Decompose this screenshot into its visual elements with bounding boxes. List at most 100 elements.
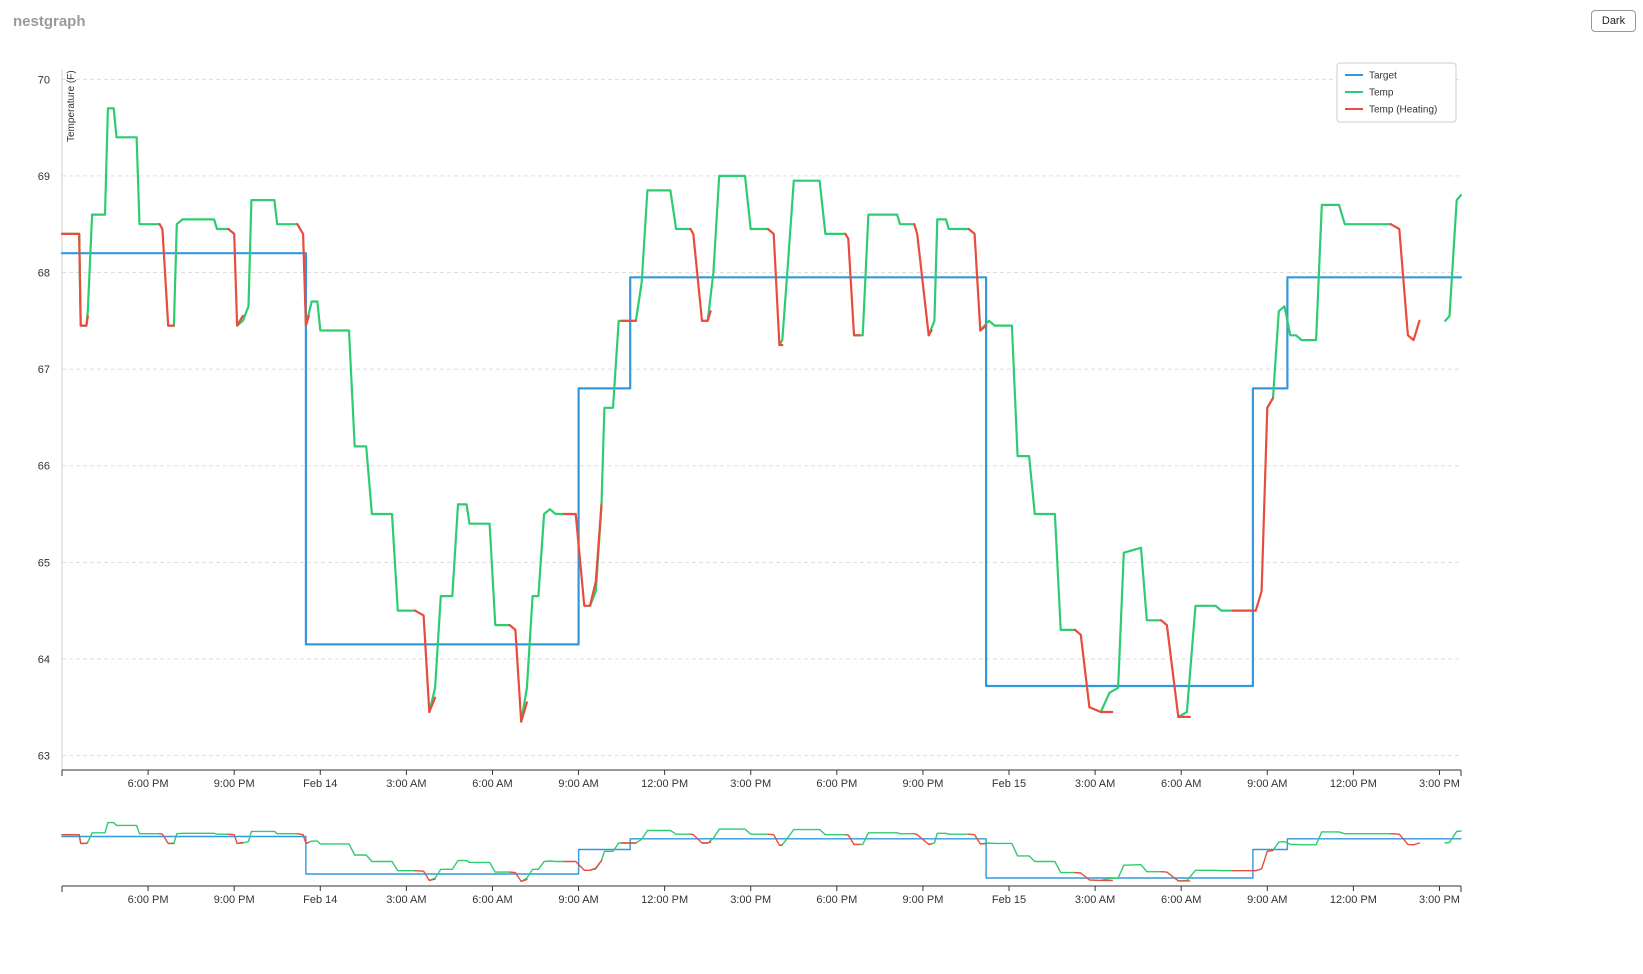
temp-heating-line bbox=[1231, 397, 1275, 612]
overview-plot[interactable] bbox=[61, 821, 1462, 883]
x-tick-label: 6:00 AM bbox=[1161, 778, 1201, 790]
overview-target-line bbox=[61, 835, 1462, 879]
overview-x-tick-label: 6:00 AM bbox=[472, 894, 512, 906]
temp-line bbox=[520, 508, 566, 723]
overview-x-tick-label: 3:00 PM bbox=[1419, 894, 1460, 906]
target-line bbox=[60, 252, 1463, 688]
dark-mode-button[interactable]: Dark bbox=[1591, 10, 1636, 32]
temp-heating-line bbox=[227, 227, 244, 327]
x-tick-label: Feb 15 bbox=[992, 778, 1026, 790]
overview-x-tick-label: 3:00 AM bbox=[386, 894, 426, 906]
x-tick-label: 9:00 PM bbox=[214, 778, 255, 790]
overview-temp-line bbox=[589, 842, 637, 871]
temp-heating-line bbox=[508, 624, 528, 723]
temp-heating-line bbox=[158, 223, 175, 327]
overview-temp-heating-line bbox=[296, 833, 310, 845]
overview-temp-heating-line bbox=[509, 871, 528, 883]
overview-x-tick-label: Feb 15 bbox=[992, 894, 1026, 906]
temp-line bbox=[778, 179, 847, 347]
temp-line bbox=[700, 174, 770, 322]
overview-temp-line bbox=[928, 832, 970, 846]
y-tick-label: 67 bbox=[38, 364, 50, 376]
temp-line bbox=[1177, 604, 1234, 718]
x-tick-label: 12:00 PM bbox=[1330, 778, 1377, 790]
y-tick-label: 70 bbox=[38, 74, 50, 86]
x-tick-label: 3:00 PM bbox=[1419, 778, 1460, 790]
x-tick-label: 6:00 PM bbox=[128, 778, 169, 790]
y-axis: 63 64 65 66 67 68 69 70 bbox=[38, 74, 50, 762]
temp-heating-line bbox=[1389, 223, 1421, 342]
overview-x-tick-label: 3:00 AM bbox=[1075, 894, 1115, 906]
overview-temp-line bbox=[853, 832, 915, 846]
temp-heating-line bbox=[766, 227, 784, 347]
legend: Target Temp Temp (Heating) bbox=[1336, 62, 1457, 123]
legend-label: Temp (Heating) bbox=[1369, 105, 1437, 116]
x-tick-label: 3:00 PM bbox=[730, 778, 771, 790]
x-tick-label: 3:00 AM bbox=[386, 778, 426, 790]
legend-label: Temp bbox=[1369, 88, 1394, 99]
app-title: nestgraph bbox=[13, 13, 86, 30]
temp-heating-line bbox=[1160, 619, 1191, 718]
overview-temp-heating-line bbox=[227, 833, 244, 845]
temp-heating-line bbox=[689, 227, 712, 322]
overview-temp-heating-line bbox=[158, 833, 175, 845]
overview-x-tick-label: 12:00 PM bbox=[1330, 894, 1377, 906]
y-tick-label: 64 bbox=[38, 654, 50, 666]
plot-area[interactable] bbox=[60, 107, 1463, 723]
x-tick-label: 6:00 PM bbox=[816, 778, 857, 790]
overview-temp-line bbox=[305, 840, 416, 872]
y-tick-label: 69 bbox=[38, 171, 50, 183]
temp-heating-line bbox=[913, 223, 933, 337]
temp-line bbox=[1099, 546, 1163, 714]
legend-box bbox=[1336, 62, 1457, 123]
y-tick-label: 66 bbox=[38, 461, 50, 473]
temp-line bbox=[1266, 203, 1392, 409]
overview-x-tick-label: 6:00 PM bbox=[816, 894, 857, 906]
temp-line bbox=[852, 213, 916, 337]
overview-temp-heating-line bbox=[1232, 849, 1274, 872]
temp-heating-line bbox=[413, 609, 437, 714]
overview-temp-heating-line bbox=[968, 833, 987, 845]
overview-x-tick-label: 9:00 PM bbox=[902, 894, 943, 906]
overview-x-tick-label: 9:00 PM bbox=[214, 894, 255, 906]
temp-heating-line bbox=[967, 227, 988, 332]
overview-temp-heating-line bbox=[844, 834, 861, 846]
temp-heating-line bbox=[296, 223, 310, 327]
x-tick-label: 9:00 AM bbox=[1247, 778, 1287, 790]
overview-temp-line bbox=[1177, 869, 1234, 882]
x-axis: 6:00 PM 9:00 PM Feb 14 3:00 AM 6:00 AM 9:00 A… bbox=[61, 769, 1462, 790]
overview-x-tick-label: 6:00 PM bbox=[128, 894, 169, 906]
legend-label: Target bbox=[1369, 71, 1397, 82]
overview-temp-line bbox=[520, 860, 565, 883]
overview-temp-line bbox=[167, 832, 230, 845]
temp-line bbox=[236, 199, 299, 327]
grid-lines bbox=[61, 70, 1461, 770]
overview-temp-line bbox=[1444, 830, 1462, 844]
overview-temp-line bbox=[701, 828, 769, 844]
temp-heating-line bbox=[1073, 628, 1114, 714]
overview-x-tick-label: 3:00 PM bbox=[730, 894, 771, 906]
temp-line bbox=[927, 218, 970, 337]
x-tick-label: 12:00 PM bbox=[641, 778, 688, 790]
temp-line bbox=[428, 503, 511, 714]
temp-line bbox=[588, 319, 637, 607]
y-tick-label: 68 bbox=[38, 268, 50, 280]
overview-temp-line bbox=[778, 828, 847, 846]
overview-temp-line bbox=[1266, 831, 1392, 852]
overview-temp-heating-line bbox=[1160, 871, 1191, 882]
overview-temp-heating-line bbox=[414, 870, 436, 882]
temp-heating-line bbox=[844, 232, 861, 337]
overview-x-tick-label: 9:00 AM bbox=[558, 894, 598, 906]
temp-line bbox=[979, 319, 1077, 631]
overview-x-axis: 6:00 PM 9:00 PM Feb 14 3:00 AM 6:00 AM 9:00 A… bbox=[61, 885, 1462, 906]
overview-x-tick-label: Feb 14 bbox=[303, 894, 337, 906]
overview-temp-heating-line bbox=[1390, 833, 1421, 846]
temp-line bbox=[304, 300, 417, 612]
y-tick-label: 65 bbox=[38, 557, 50, 569]
overview-temp-heating-line bbox=[563, 859, 603, 871]
overview-temp-line bbox=[979, 842, 1076, 874]
overview-temp-heating-line bbox=[913, 833, 933, 846]
x-tick-label: 3:00 AM bbox=[1075, 778, 1115, 790]
overview-temp-line bbox=[635, 829, 692, 844]
temp-line bbox=[1444, 194, 1463, 322]
